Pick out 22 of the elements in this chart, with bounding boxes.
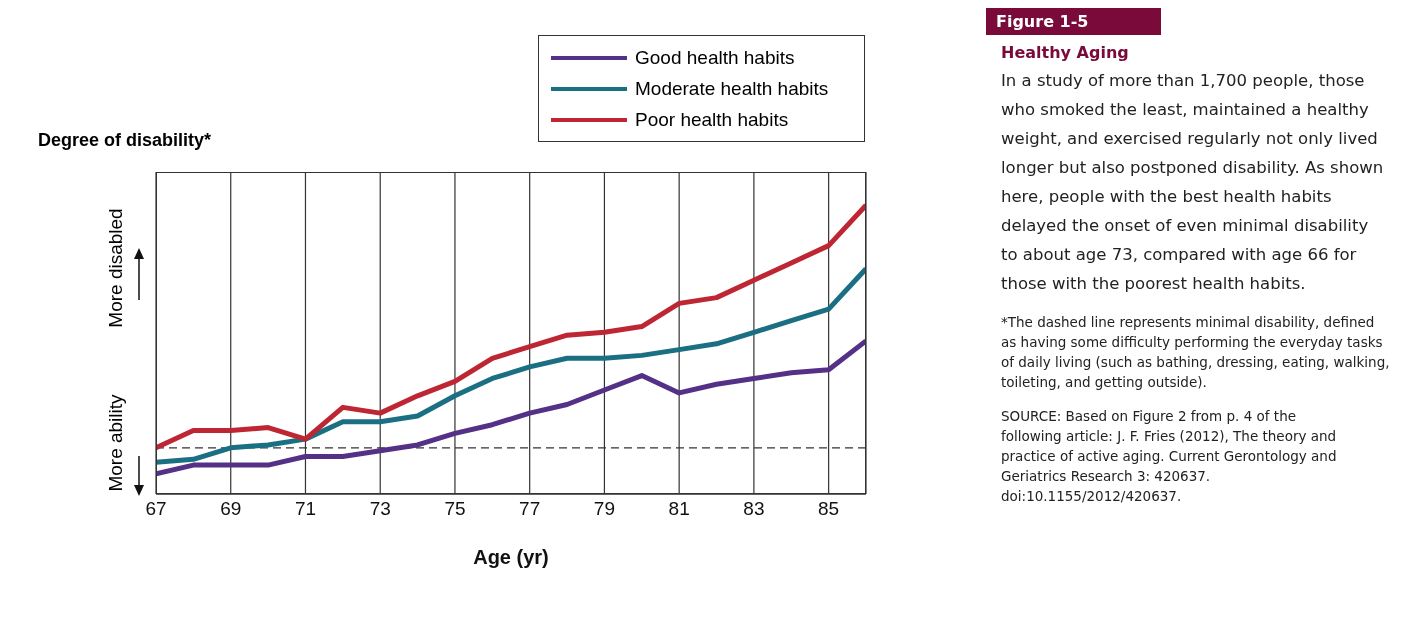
text: In a study of more than 1,700 people, those who smoked the least, maintained a healthy weight, and exercised regularly not only lived longer but also postponed disability. As shown here, people with the best health habits delayed the onset of even minimal disability to about age 73, compared with age 66 for those with the poorest health habits. [1001, 70, 1385, 295]
legend-label: Moderate health habits [635, 77, 829, 100]
source-note: SOURCE: Based on Figure 2 from p. 4 of the following article: J. F. Fries (2012), The theory and practice of active aging. Current Gerontology and Geriatrics Research 3: 420637. doi:10.1155/2012/420637. [1001, 407, 1338, 506]
x-tick-label: 83 [743, 498, 765, 520]
x-tick-label: 73 [369, 498, 391, 520]
x-tick-label: 67 [145, 498, 167, 520]
x-tick-label: 75 [444, 498, 466, 520]
text: More ability [105, 394, 127, 492]
text: Healthy Aging [1001, 43, 1130, 62]
x-tick-label: 85 [818, 498, 840, 520]
y-axis-title: Degree of disability* [38, 130, 212, 151]
x-tick-label: 69 [220, 498, 242, 520]
text: More disabled [105, 208, 127, 328]
x-tick-label: 81 [668, 498, 690, 520]
x-tick-label: 77 [519, 498, 541, 520]
x-axis-title: Age (yr) [473, 546, 549, 568]
legend-label: Good health habits [635, 46, 795, 69]
x-tick-label: 79 [593, 498, 615, 520]
text: Figure 1-5 [986, 8, 1161, 35]
text: *The dashed line represents minimal disability, defined as having some difficulty performing the everyday tasks of daily living (such as bathing, dressing, eating, walking, toileting, and getting outside). [1001, 313, 1391, 392]
legend-label: Poor health habits [635, 108, 789, 131]
x-tick-label: 71 [294, 498, 317, 520]
